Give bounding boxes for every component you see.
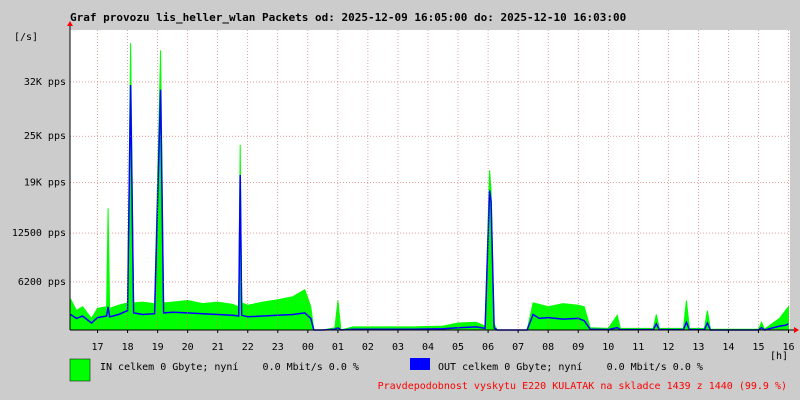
plot-area [70,30,790,330]
y-tick-label: 19K pps [24,178,66,189]
x-tick-label: 12 [662,342,674,353]
x-tick-label: 05 [452,342,464,353]
x-tick-label: 14 [722,342,734,353]
y-tick-label: 6200 pps [18,277,66,288]
x-tick-label: 06 [482,342,494,353]
legend-swatch-in [69,358,91,382]
legend-out: OUT celkem 0 Gbyte; nyní 0.0 Mbit/s 0.0 … [438,361,703,373]
x-tick-label: 10 [602,342,614,353]
x-tick-label: 21 [212,342,224,353]
x-tick-label: 02 [362,342,374,353]
x-tick-label: 16 [782,342,794,353]
x-tick-label: 17 [92,342,104,353]
x-tick-label: 20 [182,342,194,353]
legend-swatch-out [410,358,430,370]
axis-arrow [794,327,799,333]
x-tick-label: 19 [152,342,164,353]
y-tick-label: 25K pps [24,131,66,142]
x-tick-label: 08 [542,342,554,353]
x-tick-label: 09 [572,342,584,353]
y-unit: [/s] [14,32,38,43]
x-tick-label: 18 [122,342,134,353]
chart-title: Graf provozu lis_heller_wlan Packets od:… [70,11,626,24]
footer-note: Pravdepodobnost vyskytu E220 KULATAK na … [378,381,787,392]
y-tick-label: 32K pps [24,77,66,88]
x-tick-label: 22 [242,342,254,353]
x-tick-label: 00 [302,342,314,353]
x-tick-label: 23 [272,342,284,353]
y-tick-label: 12500 pps [12,228,66,239]
axis-arrow [67,21,73,26]
x-tick-label: 03 [392,342,404,353]
x-unit: [h] [770,351,788,362]
x-tick-label: 01 [332,342,344,353]
x-tick-label: 11 [632,342,644,353]
x-tick-label: 07 [512,342,524,353]
x-tick-label: 15 [752,342,764,353]
x-tick-label: 04 [422,342,434,353]
legend-in: IN celkem 0 Gbyte; nyní 0.0 Mbit/s 0.0 % [100,361,359,373]
in-area [70,43,789,331]
x-tick-label: 13 [692,342,704,353]
